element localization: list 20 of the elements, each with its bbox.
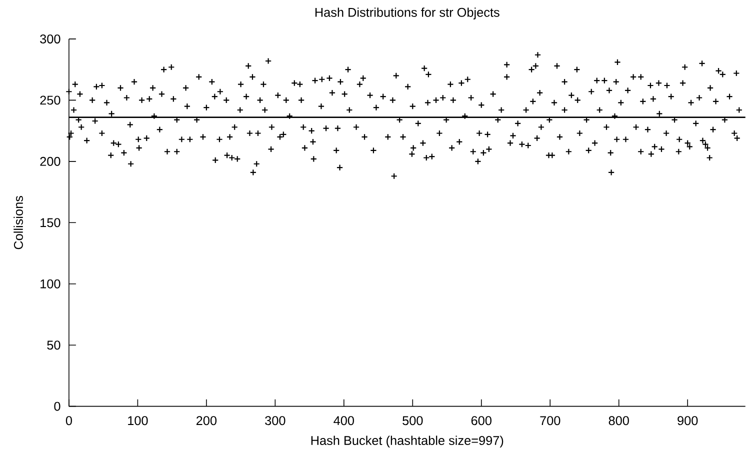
y-tick-label: 0 — [54, 402, 60, 412]
y-axis-title: Collisions — [14, 196, 23, 250]
y-tick-label: 300 — [40, 34, 60, 44]
x-tick-label: 100 — [128, 416, 148, 426]
x-tick-label: 500 — [402, 416, 423, 426]
x-tick-label: 600 — [471, 416, 492, 426]
x-tick-label: 0 — [66, 416, 72, 426]
x-tick-label: 300 — [265, 416, 286, 426]
x-tick-label: 900 — [678, 416, 698, 426]
y-tick-label: 250 — [40, 96, 60, 105]
chart-title: Hash Distributions for str Objects — [315, 8, 500, 20]
x-axis-title: Hash Bucket (hashtable size=997) — [311, 436, 504, 448]
x-tick-label: 800 — [608, 416, 629, 426]
x-tick-label: 200 — [196, 416, 217, 426]
y-tick-label: 200 — [40, 157, 60, 166]
y-tick-label: 150 — [40, 218, 60, 228]
x-tick-label: 400 — [334, 416, 354, 426]
y-tick-label: 50 — [47, 340, 60, 350]
y-tick-label: 100 — [40, 280, 60, 289]
x-tick-label: 700 — [540, 416, 560, 426]
